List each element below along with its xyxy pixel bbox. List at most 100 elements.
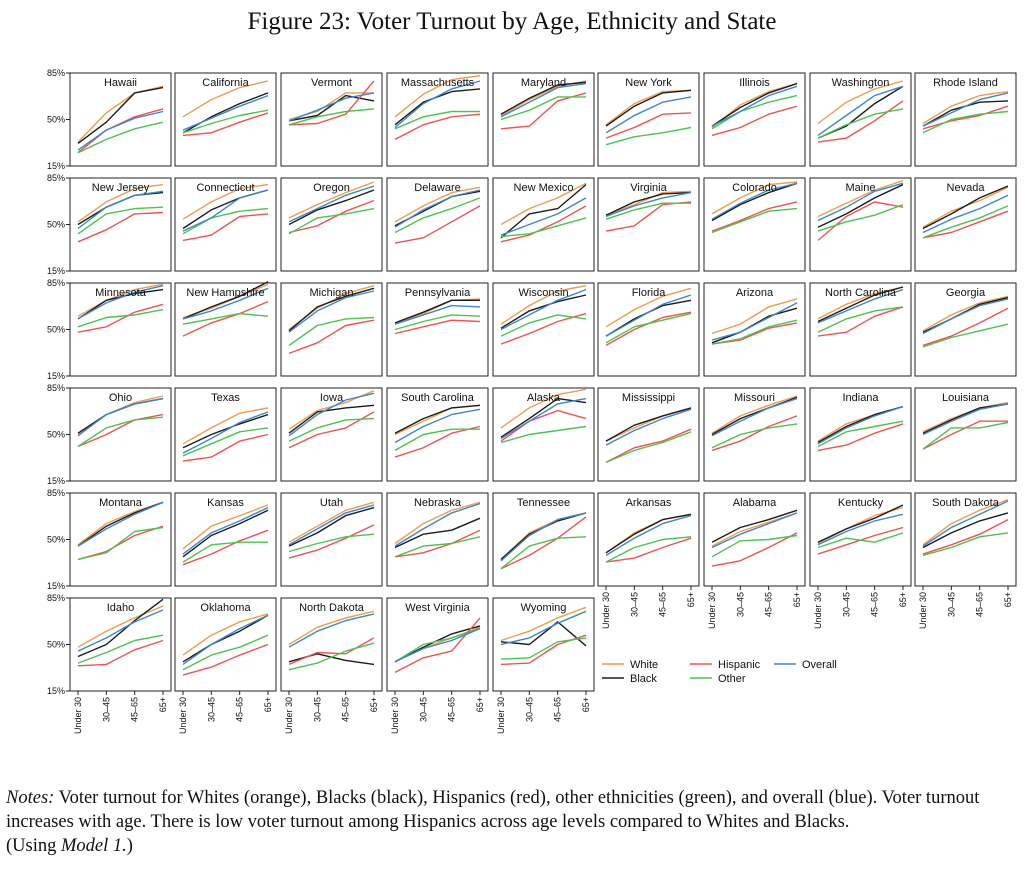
- panel-south-dakota: South Dakota Under 30 30–45 45–65 65+: [914, 492, 1017, 629]
- line-washington-other: [817, 108, 904, 139]
- line-new-hampshire-overall: [182, 287, 269, 320]
- line-texas-white: [182, 407, 269, 445]
- panel-colorado: Colorado: [703, 177, 806, 272]
- state-label-nebraska: Nebraska: [414, 497, 462, 509]
- x-tick-label: 65+: [475, 697, 485, 712]
- panel-wyoming: Wyoming Under 30 30–45 45–65 65+: [492, 597, 595, 734]
- line-oklahoma-black: [182, 614, 269, 663]
- figure-title: Figure 23: Voter Turnout by Age, Ethnici…: [247, 8, 777, 35]
- line-colorado-white: [711, 181, 798, 215]
- x-tick-label: 30–45: [524, 697, 534, 722]
- state-label-colorado: Colorado: [732, 182, 777, 194]
- line-arkansas-black: [605, 513, 692, 554]
- panel-michigan: Michigan: [280, 282, 383, 377]
- line-rhode-island-other: [922, 110, 1009, 134]
- state-label-vermont: Vermont: [311, 77, 352, 89]
- line-kansas-other: [182, 541, 268, 563]
- x-tick-label: 45–65: [870, 592, 880, 617]
- panel-new-jersey: New Jersey 85% 50% 15%: [47, 173, 172, 276]
- line-illinois-other: [711, 94, 798, 130]
- x-tick-label: 30–45: [841, 592, 851, 617]
- panel-new-mexico: New Mexico: [492, 177, 595, 272]
- state-label-north-dakota: North Dakota: [299, 602, 365, 614]
- panel-oklahoma: Oklahoma Under 30 30–45 45–65 65+: [174, 597, 277, 734]
- line-indiana-other: [817, 420, 904, 448]
- panel-rhode-island: Rhode Island: [914, 72, 1017, 167]
- x-tick-label: Under 30: [601, 592, 611, 629]
- panel-alaska: Alaska: [492, 387, 595, 482]
- panel-frame-colorado: [703, 177, 806, 272]
- line-georgia-white: [922, 295, 1009, 332]
- line-maine-hispanic: [817, 201, 904, 241]
- x-tick-label: 65+: [1003, 592, 1013, 607]
- x-tick-label: 30–45: [206, 697, 216, 722]
- line-minnesota-other: [77, 308, 164, 328]
- line-delaware-white: [394, 186, 481, 223]
- line-pennsylvania-hispanic: [394, 319, 481, 335]
- state-label-california: California: [202, 77, 249, 89]
- line-new-hampshire-black: [182, 281, 269, 320]
- panel-frame-montana: [69, 492, 172, 587]
- panel-frame-ohio: [69, 387, 172, 482]
- x-tick-label: 65+: [581, 697, 591, 712]
- line-south-carolina-overall: [394, 408, 481, 444]
- y-tick-label: 15%: [47, 266, 65, 276]
- state-label-rhode-island: Rhode Island: [933, 77, 998, 89]
- state-label-mississippi: Mississippi: [622, 392, 675, 404]
- line-indiana-overall: [817, 405, 904, 445]
- panel-arkansas: Arkansas Under 30 30–45 45–65 65+: [597, 492, 700, 629]
- line-massachusetts-hispanic: [394, 113, 481, 141]
- line-idaho-hispanic: [77, 639, 164, 667]
- line-kansas-hispanic: [182, 529, 269, 566]
- state-label-montana: Montana: [99, 497, 143, 509]
- line-alaska-white: [500, 388, 587, 429]
- line-oregon-other: [288, 207, 375, 235]
- line-kentucky-other: [817, 532, 904, 549]
- line-montana-other: [77, 526, 164, 561]
- line-new-mexico-hispanic: [500, 205, 587, 243]
- line-texas-black: [182, 413, 269, 449]
- state-label-new-hampshire: New Hampshire: [186, 287, 264, 299]
- y-tick-label: 85%: [47, 383, 65, 393]
- x-tick-label: 45–65: [341, 697, 351, 722]
- line-maine-other: [817, 203, 904, 232]
- panel-montana: Montana 85% 50% 15%: [47, 488, 172, 591]
- line-indiana-hispanic: [817, 423, 904, 452]
- state-label-delaware: Delaware: [414, 182, 460, 194]
- line-california-overall: [182, 94, 269, 131]
- line-mississippi-overall: [605, 408, 692, 446]
- line-north-carolina-hispanic: [817, 306, 904, 337]
- line-kansas-overall: [182, 506, 269, 555]
- line-georgia-overall: [922, 298, 1009, 335]
- panel-idaho: Idaho 85% 50% 15% Under 30 30–45 45–65 65+: [47, 593, 172, 734]
- x-tick-label: Under 30: [390, 697, 400, 734]
- line-vermont-overall: [288, 92, 375, 122]
- state-label-maine: Maine: [846, 182, 876, 194]
- line-nevada-black: [922, 185, 1009, 230]
- line-michigan-other: [288, 316, 375, 346]
- panel-frame-pennsylvania: [386, 282, 489, 377]
- line-idaho-overall: [77, 609, 164, 652]
- panel-frame-wyoming: [492, 597, 595, 692]
- line-texas-overall: [182, 411, 269, 454]
- state-label-michigan: Michigan: [309, 287, 353, 299]
- y-tick-label: 15%: [47, 476, 65, 486]
- line-tennessee-hispanic: [500, 516, 587, 570]
- line-arizona-white: [711, 298, 798, 335]
- line-hawaii-black: [77, 86, 164, 144]
- line-illinois-hispanic: [711, 105, 798, 137]
- state-label-florida: Florida: [632, 287, 667, 299]
- state-label-illinois: Illinois: [739, 77, 770, 89]
- line-nevada-overall: [922, 194, 1009, 234]
- state-label-new-mexico: New Mexico: [514, 182, 574, 194]
- line-florida-white: [605, 287, 692, 328]
- panel-vermont: Vermont: [280, 72, 383, 167]
- y-tick-label: 85%: [47, 173, 65, 183]
- line-missouri-hispanic: [711, 415, 798, 452]
- y-tick-label: 50%: [47, 220, 65, 230]
- line-maine-black: [817, 183, 904, 228]
- line-south-dakota-black: [922, 512, 1009, 549]
- line-wisconsin-overall: [500, 288, 587, 331]
- x-tick-label: Under 30: [284, 697, 294, 734]
- x-tick-label: 30–45: [418, 697, 428, 722]
